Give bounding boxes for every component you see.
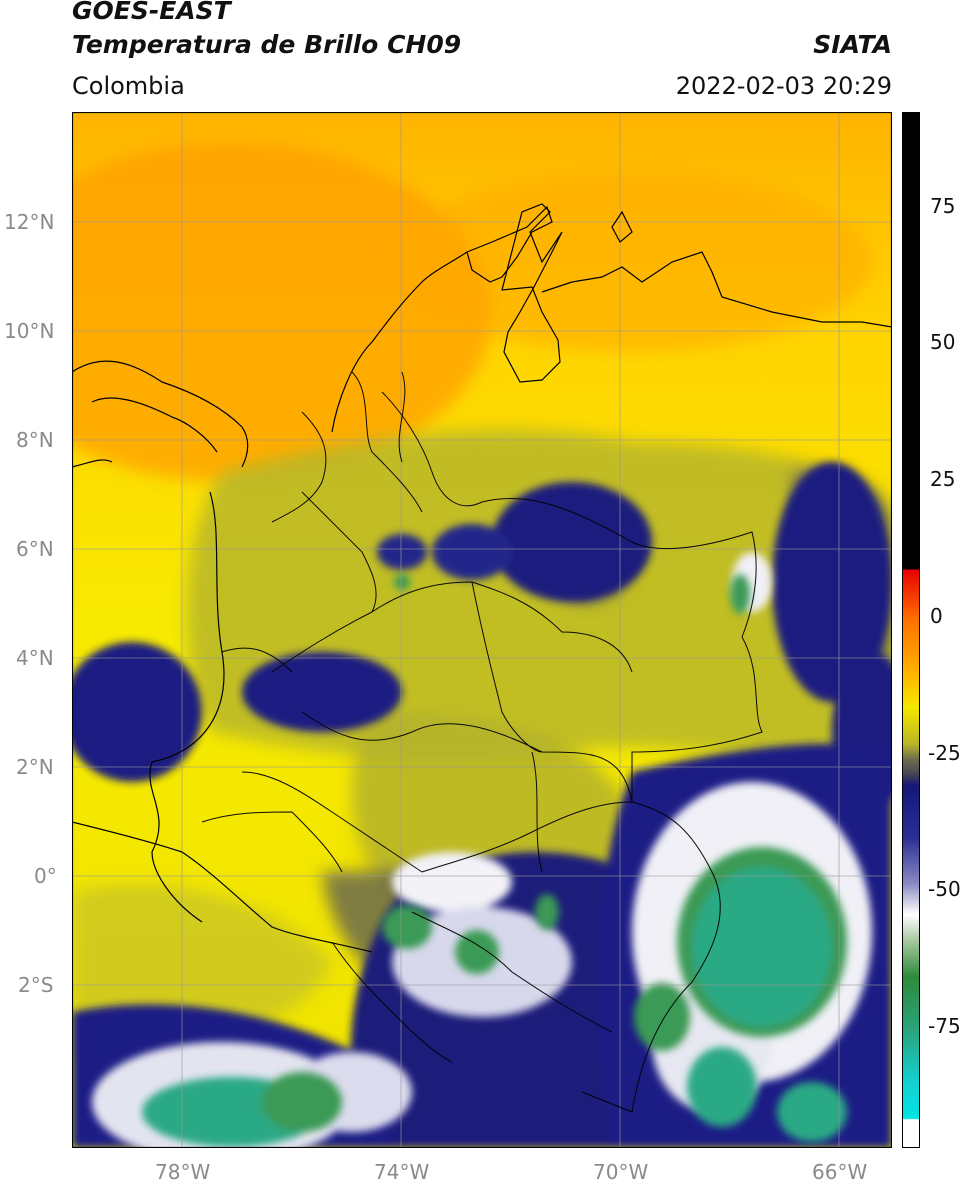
datetime-label: 2022-02-03 20:29 — [675, 72, 892, 100]
map-canvas — [72, 112, 892, 1148]
lat-tick-label: 10°N — [4, 319, 55, 343]
lat-tick-label: 2°N — [16, 755, 54, 779]
lon-tick-label: 70°W — [593, 1160, 649, 1184]
colorbar — [902, 112, 920, 1148]
product-title: Temperatura de Brillo CH09 — [72, 30, 462, 59]
colorbar-tick-label: 75 — [930, 194, 956, 218]
brightness-temperature-map — [72, 112, 892, 1148]
colorbar-tick-label: -75 — [928, 1014, 961, 1038]
lat-tick-label: 12°N — [4, 210, 55, 234]
lon-tick-label: 78°W — [155, 1160, 211, 1184]
map-frame — [72, 112, 892, 1148]
colorbar-tick-label: 50 — [930, 330, 956, 354]
colorbar-tick-label: 0 — [930, 604, 943, 628]
graticule — [72, 112, 892, 1148]
region-label: Colombia — [72, 72, 185, 100]
lon-tick-label: 66°W — [812, 1160, 868, 1184]
colorbar-tick-label: 25 — [930, 467, 956, 491]
colorbar-tick-label: -25 — [928, 741, 961, 765]
admin-boundaries — [201, 371, 763, 1113]
coastlines — [72, 203, 892, 953]
lat-tick-label: 2°S — [18, 973, 54, 997]
lat-tick-label: 4°N — [16, 646, 54, 670]
colorbar-tick-label: -50 — [928, 877, 961, 901]
lat-tick-label: 0° — [34, 864, 57, 888]
lon-tick-label: 74°W — [374, 1160, 430, 1184]
lat-tick-label: 6°N — [16, 537, 54, 561]
satellite-title: GOES-EAST — [72, 0, 231, 25]
agency-label: SIATA — [813, 30, 892, 59]
warm-northeast-field — [392, 172, 872, 352]
lat-tick-label: 8°N — [16, 428, 54, 452]
